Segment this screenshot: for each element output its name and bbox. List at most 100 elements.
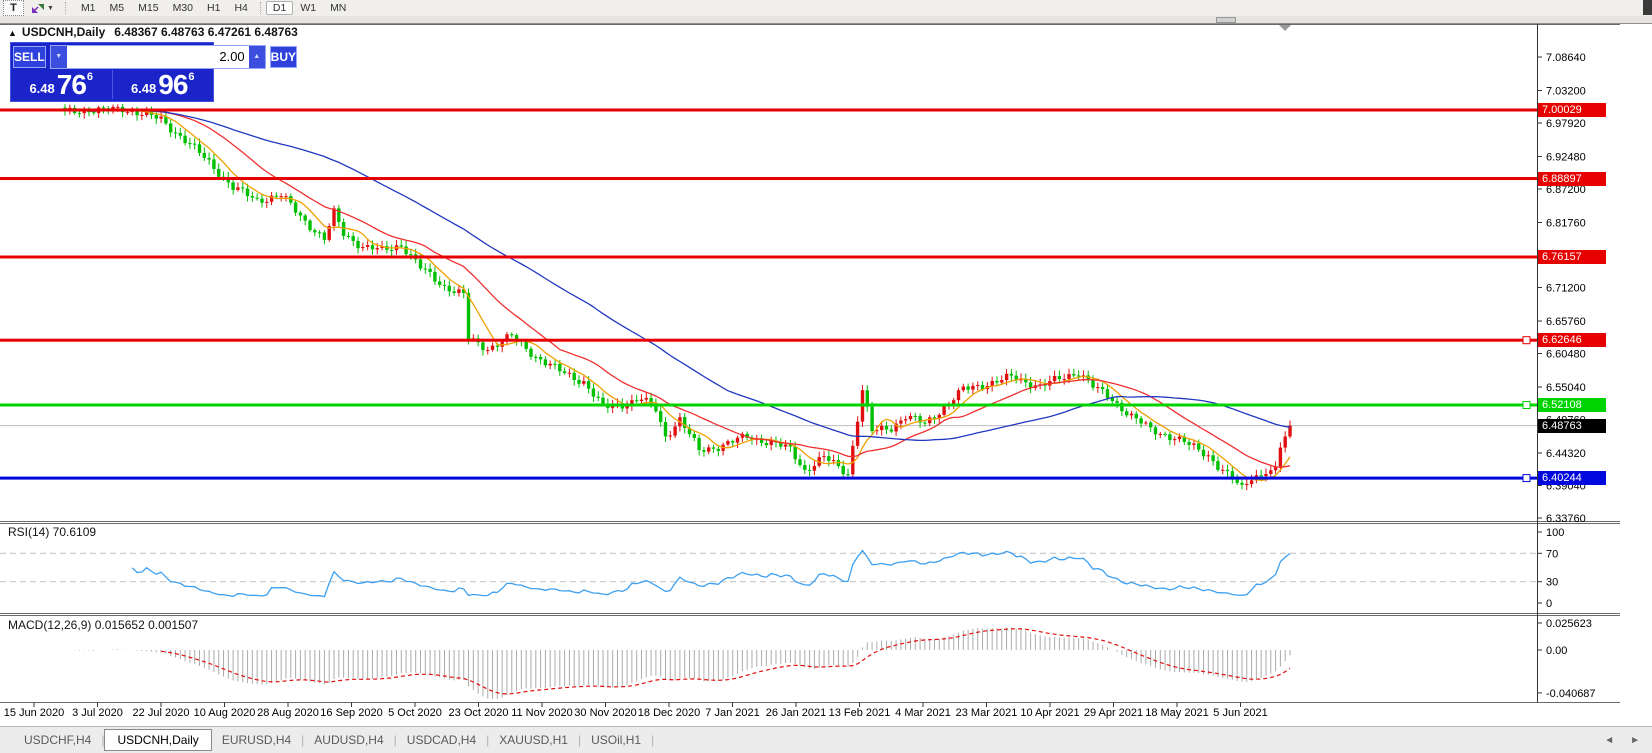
price-level-label: 6.76157 — [1538, 249, 1606, 264]
x-axis-label: 15 Jun 2020 — [3, 707, 65, 719]
chart-frame: 7.08640 7.03200 6.97920 6.92480 6.87200 6.817… — [0, 24, 1620, 707]
tab-separator: | — [486, 733, 490, 747]
svg-text:100: 100 — [1546, 527, 1564, 539]
chevron-down-icon: ▼ — [47, 4, 54, 12]
svg-text:6.60480: 6.60480 — [1546, 349, 1586, 361]
horizontal-level-lines — [0, 108, 1537, 483]
sell-button[interactable]: SELL — [13, 45, 46, 68]
volume-decrease-button[interactable]: ▼ — [50, 45, 67, 68]
x-axis-label: 10 Apr 2021 — [1020, 707, 1080, 719]
timeframe-button-M15[interactable]: M15 — [138, 2, 159, 14]
price-level-label: 6.52108 — [1538, 398, 1606, 413]
tab-USDCHF-H4[interactable]: USDCHF,H4 — [24, 733, 92, 747]
x-axis-label: 30 Nov 2020 — [574, 707, 637, 719]
timeframe-button-D1[interactable]: D1 — [265, 1, 294, 15]
hline-6.88897[interactable] — [0, 177, 1537, 180]
svg-text:6.87200: 6.87200 — [1546, 184, 1586, 196]
tab-USDCNH-Daily[interactable]: USDCNH,Daily — [104, 729, 212, 751]
arrows-tool-button[interactable]: ▼ — [27, 1, 57, 15]
timeframe-button-H1[interactable]: H1 — [207, 2, 221, 14]
chart-hscrollbar[interactable] — [0, 16, 1652, 24]
timeframe-button-M1[interactable]: M1 — [80, 2, 96, 14]
timeframe-buttons: M1 M5 M15 M30 H1 H4 D1 W1 MN — [74, 1, 353, 15]
svg-text:6.55040: 6.55040 — [1546, 382, 1586, 394]
arrows-icon — [32, 3, 44, 13]
svg-text:6.92480: 6.92480 — [1546, 152, 1586, 164]
tab-separator: | — [651, 733, 655, 747]
x-axis-label: 23 Mar 2021 — [955, 707, 1018, 719]
chart-tab-bar: USDCHF,H4 | USDCNH,Daily EURUSD,H4 | AUDUSD,H… — [0, 726, 1652, 753]
x-axis-label: 26 Jan 2021 — [765, 707, 827, 719]
macd-signal-line — [161, 628, 1291, 695]
hline-6.52108[interactable] — [0, 403, 1537, 407]
sell-price[interactable]: 6.48 76 6 — [29, 69, 94, 100]
buy-price[interactable]: 6.48 96 6 — [130, 69, 195, 100]
hline-6.62646[interactable] — [0, 338, 1537, 342]
top-toolbar: T ▼ M1 M5 M15 M30 H1 H4 D1 W1 MN — [0, 0, 1652, 16]
tabs-scroll-left-icon[interactable]: ◄ — [1604, 734, 1615, 746]
volume-increase-button[interactable]: ▲ — [248, 45, 265, 68]
hline-6.40244[interactable] — [0, 476, 1537, 480]
x-axis-label: 23 Oct 2020 — [448, 707, 509, 719]
x-axis-label: 13 Feb 2021 — [828, 707, 891, 719]
timeframe-button-H4[interactable]: H4 — [234, 2, 248, 14]
volume-input[interactable] — [66, 45, 249, 68]
text-tool-button[interactable]: T — [3, 0, 24, 16]
ohlc-values: 6.48367 6.48763 6.47261 6.48763 — [114, 25, 298, 39]
chart-title: ▲ USDCNH,Daily 6.48367 6.48763 6.47261 6.4… — [8, 25, 298, 39]
ma-fast-line — [64, 108, 1291, 482]
x-axis-label: 4 Mar 2021 — [895, 707, 951, 719]
price-level-label: 7.00029 — [1538, 103, 1606, 117]
tab-separator: | — [393, 733, 397, 747]
tab-separator: | — [301, 733, 305, 747]
svg-text:6.97920: 6.97920 — [1546, 118, 1586, 130]
x-axis-label: 10 Aug 2020 — [193, 707, 256, 719]
svg-text:6.71200: 6.71200 — [1546, 283, 1586, 295]
x-axis-label: 29 Apr 2021 — [1083, 707, 1144, 719]
x-axis-label: 18 Dec 2020 — [637, 707, 701, 719]
timeframe-button-MN[interactable]: MN — [330, 2, 347, 14]
symbol-period-label: USDCNH,Daily — [21, 25, 106, 39]
hscrollbar-thumb[interactable] — [1216, 17, 1236, 23]
one-click-trading-panel: SELL ▼ ▲ BUY 6.48 76 6 6.48 96 6 — [10, 42, 298, 102]
hline-6.76157[interactable] — [0, 255, 1537, 259]
line-handle[interactable] — [1522, 401, 1531, 409]
price-level-label: 6.40244 — [1538, 471, 1606, 486]
timeframe-button-M30[interactable]: M30 — [172, 2, 193, 14]
svg-text:-0.040687: -0.040687 — [1546, 688, 1596, 700]
svg-text:6.65760: 6.65760 — [1546, 316, 1586, 328]
timeframe-button-W1[interactable]: W1 — [300, 2, 317, 14]
price-level-label: 6.88897 — [1538, 171, 1606, 186]
tab-USOil-H1[interactable]: USOil,H1 — [591, 733, 642, 747]
svg-text:6.44320: 6.44320 — [1546, 448, 1586, 460]
macd-indicator-label: MACD(12,26,9) 0.015652 0.001507 — [8, 618, 199, 632]
svg-text:70: 70 — [1546, 548, 1558, 560]
x-axis-label: 7 Jan 2021 — [705, 707, 760, 719]
tab-separator: | — [101, 733, 105, 747]
chart-tabs: USDCHF,H4 | USDCNH,Daily EURUSD,H4 | AUDUSD,H… — [14, 729, 654, 751]
tab-EURUSD-H4[interactable]: EURUSD,H4 — [221, 733, 292, 747]
collapse-arrow-icon[interactable]: ▲ — [8, 28, 17, 38]
current-price-label: 6.48763 — [1538, 418, 1606, 433]
svg-text:0.025623: 0.025623 — [1546, 618, 1592, 630]
toolbar-separator — [64, 2, 66, 14]
line-handle[interactable] — [1522, 474, 1531, 483]
buy-button[interactable]: BUY — [269, 45, 298, 68]
x-axis-label: 18 May 2021 — [1145, 707, 1209, 719]
tab-XAUUSD-H1[interactable]: XAUUSD,H1 — [499, 733, 568, 747]
tabs-scroll-right-icon[interactable]: ► — [1630, 734, 1640, 746]
x-axis-label: 5 Jun 2021 — [1213, 707, 1268, 719]
x-axis-label: 28 Aug 2020 — [257, 707, 319, 719]
svg-text:6.81760: 6.81760 — [1546, 218, 1586, 230]
line-handle[interactable] — [1522, 336, 1531, 345]
timeframe-button-M5[interactable]: M5 — [109, 2, 125, 14]
macd-pane — [69, 627, 1291, 699]
rsi-indicator-label: RSI(14) 70.6109 — [8, 525, 97, 539]
svg-text:6.33760: 6.33760 — [1546, 513, 1586, 525]
hline-7.00029[interactable] — [0, 108, 1537, 112]
price-level-label: 6.62646 — [1538, 333, 1606, 348]
scrollbar-corner — [1643, 0, 1652, 15]
tab-USDCAD-H4[interactable]: USDCAD,H4 — [406, 733, 477, 747]
tab-AUDUSD-H4[interactable]: AUDUSD,H4 — [314, 733, 384, 747]
